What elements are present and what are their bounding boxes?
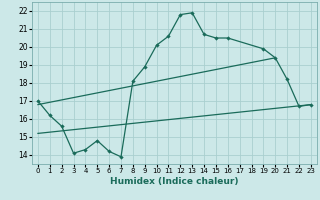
X-axis label: Humidex (Indice chaleur): Humidex (Indice chaleur) xyxy=(110,177,239,186)
